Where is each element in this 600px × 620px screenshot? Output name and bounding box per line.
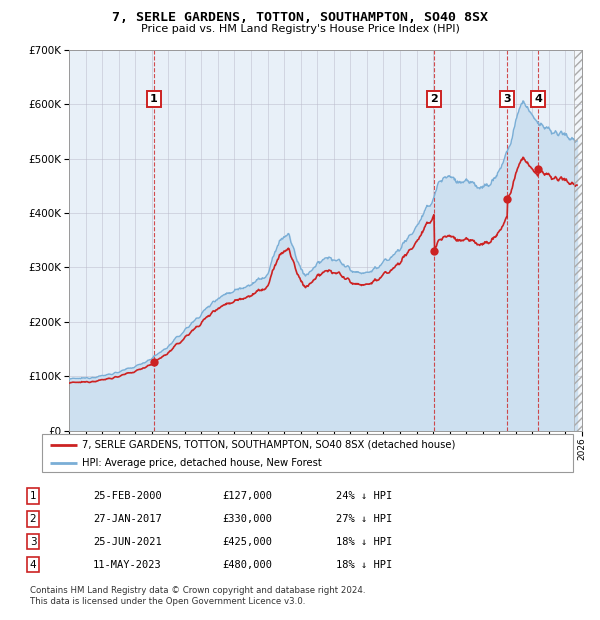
Text: Contains HM Land Registry data © Crown copyright and database right 2024.: Contains HM Land Registry data © Crown c… [30,586,365,595]
Text: 3: 3 [503,94,511,104]
Text: 18% ↓ HPI: 18% ↓ HPI [336,537,392,547]
Text: £480,000: £480,000 [222,560,272,570]
Text: 4: 4 [535,94,542,104]
FancyBboxPatch shape [42,434,573,472]
Text: 25-JUN-2021: 25-JUN-2021 [93,537,162,547]
Text: £127,000: £127,000 [222,491,272,501]
Text: 3: 3 [29,537,37,547]
Text: Price paid vs. HM Land Registry's House Price Index (HPI): Price paid vs. HM Land Registry's House … [140,24,460,33]
Text: 7, SERLE GARDENS, TOTTON, SOUTHAMPTON, SO40 8SX (detached house): 7, SERLE GARDENS, TOTTON, SOUTHAMPTON, S… [82,440,455,450]
Text: 4: 4 [29,560,37,570]
Text: 2: 2 [430,94,438,104]
Text: 1: 1 [150,94,158,104]
Text: This data is licensed under the Open Government Licence v3.0.: This data is licensed under the Open Gov… [30,597,305,606]
Bar [574,50,582,431]
Text: £425,000: £425,000 [222,537,272,547]
Bar [574,50,582,431]
Text: £330,000: £330,000 [222,514,272,524]
Text: 27% ↓ HPI: 27% ↓ HPI [336,514,392,524]
Text: 24% ↓ HPI: 24% ↓ HPI [336,491,392,501]
Text: 1: 1 [29,491,37,501]
Text: 27-JAN-2017: 27-JAN-2017 [93,514,162,524]
Text: 11-MAY-2023: 11-MAY-2023 [93,560,162,570]
Text: 7, SERLE GARDENS, TOTTON, SOUTHAMPTON, SO40 8SX: 7, SERLE GARDENS, TOTTON, SOUTHAMPTON, S… [112,11,488,24]
Text: HPI: Average price, detached house, New Forest: HPI: Average price, detached house, New … [82,458,322,468]
Text: 2: 2 [29,514,37,524]
Text: 25-FEB-2000: 25-FEB-2000 [93,491,162,501]
Text: 18% ↓ HPI: 18% ↓ HPI [336,560,392,570]
